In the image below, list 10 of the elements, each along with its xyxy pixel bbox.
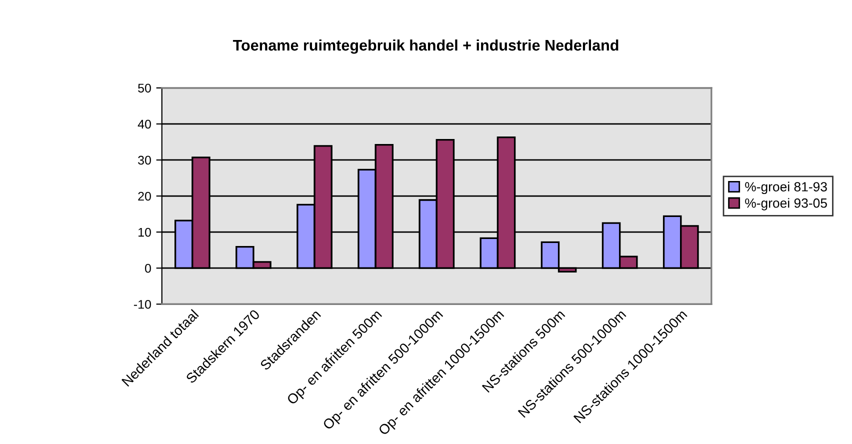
- y-tick-label: 40: [138, 120, 151, 129]
- y-tick-label: 0: [145, 264, 151, 273]
- legend-label: %-groei 93-05: [745, 198, 827, 210]
- y-tick-label: 50: [138, 84, 151, 93]
- y-tick-label: 30: [138, 156, 151, 165]
- y-tick-label: 10: [138, 228, 151, 237]
- y-tick-label: 20: [138, 192, 151, 201]
- legend-label: %-groei 81-93: [745, 182, 827, 194]
- y-tick-label: -10: [134, 300, 151, 309]
- chart-title: Toename ruimtegebruik handel + industrie Nederland: [232, 39, 618, 54]
